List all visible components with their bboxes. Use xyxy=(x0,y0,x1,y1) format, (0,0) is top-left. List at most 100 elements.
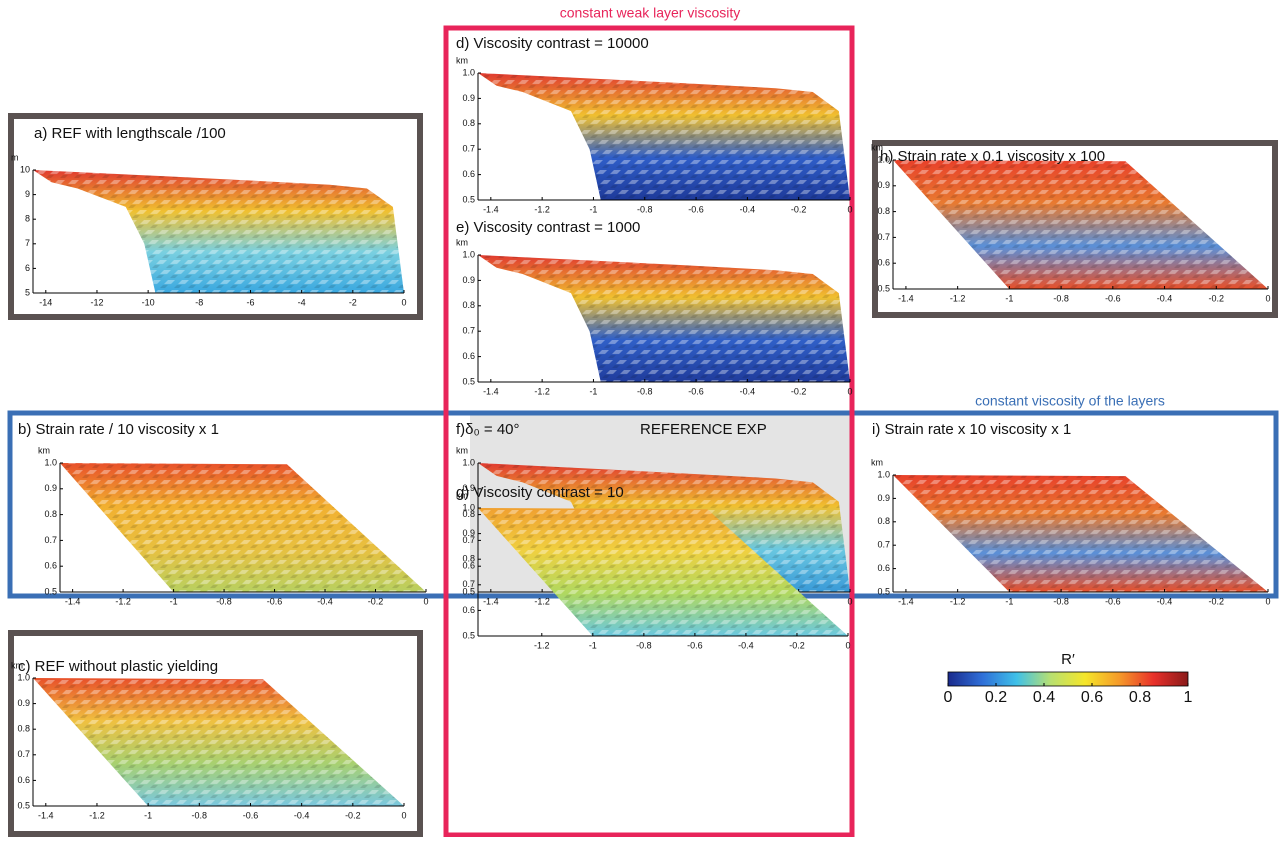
x-tick-label: -0.4 xyxy=(740,204,756,214)
y-tick-label: 1.0 xyxy=(877,154,890,164)
y-tick-label: 1.0 xyxy=(462,67,475,77)
x-tick-label: -0.2 xyxy=(345,810,361,820)
x-tick-label: -1.4 xyxy=(483,204,499,214)
y-unit: km xyxy=(38,445,50,455)
y-tick-label: 10 xyxy=(20,164,30,174)
y-tick-label: 0.6 xyxy=(877,258,890,268)
x-tick-label: 0 xyxy=(423,596,428,606)
panel-frame xyxy=(872,140,1278,318)
y-tick-label: 0.8 xyxy=(462,118,475,128)
panel-frame xyxy=(8,630,423,837)
y-tick-label: 0.5 xyxy=(17,800,30,810)
y-unit: km xyxy=(456,445,468,455)
y-tick-label: 0.8 xyxy=(462,300,475,310)
x-tick-label: -0.6 xyxy=(688,386,704,396)
y-tick-label: 8 xyxy=(25,214,30,224)
colorbar-tick-label: 0 xyxy=(944,689,953,706)
panel-title: c) REF without plastic yielding xyxy=(18,658,218,675)
y-tick-label: 0.8 xyxy=(462,554,475,564)
panel-frame xyxy=(8,113,423,320)
x-tick-label: 0 xyxy=(847,386,852,396)
x-tick-label: -1.2 xyxy=(89,810,105,820)
y-unit: km xyxy=(871,457,883,467)
x-tick-label: -0.8 xyxy=(1053,293,1069,303)
x-tick-label: -0.8 xyxy=(636,640,652,650)
y-tick-label: 0.5 xyxy=(877,283,890,293)
x-tick-label: -0.2 xyxy=(368,596,384,606)
x-tick-label: -0.8 xyxy=(192,810,208,820)
y-tick-label: 0.6 xyxy=(462,561,475,571)
x-tick-label: -1.2 xyxy=(950,293,966,303)
y-tick-label: 0.7 xyxy=(462,144,475,154)
y-tick-label: 0.8 xyxy=(44,509,57,519)
y-tick-label: 0.9 xyxy=(877,180,890,190)
y-tick-label: 1.0 xyxy=(462,249,475,259)
x-tick-label: -6 xyxy=(246,297,254,307)
x-tick-label: -0.6 xyxy=(688,204,704,214)
y-tick-label: 0.9 xyxy=(462,483,475,493)
x-tick-label: -1.2 xyxy=(534,204,550,214)
field-texture xyxy=(60,463,426,592)
x-tick-label: -0.8 xyxy=(216,596,232,606)
y-tick-label: 1.0 xyxy=(44,457,57,467)
y-tick-label: 0.5 xyxy=(44,586,57,596)
x-tick-label: -0.2 xyxy=(1209,293,1225,303)
y-unit: km xyxy=(11,660,23,670)
y-tick-label: 0.9 xyxy=(462,93,475,103)
x-tick-label: -1 xyxy=(1005,293,1013,303)
y-tick-label: 0.9 xyxy=(462,275,475,285)
panel-title: b) Strain rate / 10 viscosity x 1 xyxy=(18,421,219,438)
panel-subtitle: REFERENCE EXP xyxy=(640,421,767,438)
x-tick-label: -0.4 xyxy=(740,386,756,396)
x-tick-label: 0 xyxy=(845,640,850,650)
field-texture xyxy=(893,160,1268,289)
y-tick-label: 0.7 xyxy=(44,535,57,545)
colorbar-tick-label: 0.4 xyxy=(1033,689,1055,706)
y-tick-label: 0.8 xyxy=(877,516,890,526)
y-tick-label: 1.0 xyxy=(462,457,475,467)
y-tick-label: 0.7 xyxy=(877,540,890,550)
x-tick-label: 0 xyxy=(401,810,406,820)
y-tick-label: 0.7 xyxy=(462,326,475,336)
panel-title: f)δ₀ = 40° xyxy=(456,421,520,438)
x-tick-label: -1.2 xyxy=(534,640,550,650)
x-tick-label: -0.6 xyxy=(267,596,283,606)
field-texture xyxy=(33,678,404,806)
y-tick-label: 6 xyxy=(25,263,30,273)
y-tick-label: 0.5 xyxy=(462,630,475,640)
y-tick-label: 9 xyxy=(25,189,30,199)
x-tick-label: -0.6 xyxy=(687,640,703,650)
panel-title: a) REF with lengthscale /100 xyxy=(34,125,226,142)
colorbar-tick-label: 0.2 xyxy=(985,689,1007,706)
x-tick-label: -10 xyxy=(142,297,155,307)
x-tick-label: -1.4 xyxy=(898,596,914,606)
colorbar-tick-label: 0.8 xyxy=(1129,689,1151,706)
y-tick-label: 0.6 xyxy=(462,351,475,361)
y-tick-label: 0.8 xyxy=(17,724,30,734)
x-tick-label: -1.2 xyxy=(534,386,550,396)
x-tick-label: 0 xyxy=(1265,293,1270,303)
x-tick-label: -0.6 xyxy=(1105,596,1121,606)
x-tick-label: -0.4 xyxy=(317,596,333,606)
y-unit: m xyxy=(11,152,19,162)
y-tick-label: 7 xyxy=(25,238,30,248)
colorbar-tick-label: 1 xyxy=(1184,689,1193,706)
x-tick-label: -0.4 xyxy=(738,640,754,650)
x-tick-label: -0.2 xyxy=(791,386,807,396)
colorbar-title: R′ xyxy=(1061,651,1075,668)
x-tick-label: -0.6 xyxy=(1105,293,1121,303)
x-tick-label: -1.4 xyxy=(898,293,914,303)
y-tick-label: 0.7 xyxy=(462,579,475,589)
y-tick-label: 0.5 xyxy=(462,586,475,596)
x-tick-label: -1.4 xyxy=(38,810,54,820)
x-tick-label: -2 xyxy=(349,297,357,307)
x-tick-label: -1 xyxy=(170,596,178,606)
y-tick-label: 0.5 xyxy=(462,376,475,386)
y-tick-label: 0.9 xyxy=(17,698,30,708)
y-tick-label: 0.8 xyxy=(462,509,475,519)
x-tick-label: -1 xyxy=(589,640,597,650)
panel-title: i) Strain rate x 10 viscosity x 1 xyxy=(872,421,1071,438)
y-tick-label: 0.7 xyxy=(877,232,890,242)
field-texture xyxy=(478,255,850,382)
x-tick-label: -0.8 xyxy=(1053,596,1069,606)
